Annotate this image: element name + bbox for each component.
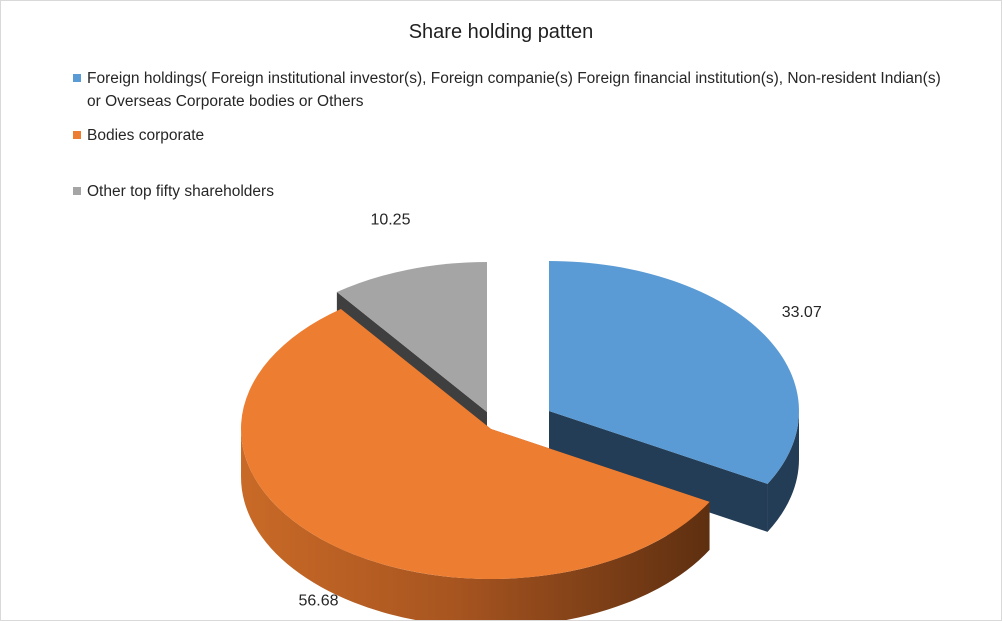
legend-item-other-top-fifty: Other top fifty shareholders	[73, 180, 947, 203]
pie-slice-foreign-holdings-side	[767, 411, 799, 532]
pie-slice-foreign-holdings-top	[549, 261, 799, 484]
pie-slice-foreign-holdings	[549, 261, 799, 532]
legend-swatch-bodies-corporate	[73, 131, 81, 139]
pie-slice-foreign-holdings-wall-end	[549, 411, 768, 532]
chart-title: Share holding patten	[408, 21, 594, 43]
pie-slice-bodies-corporate	[240, 309, 710, 620]
data-label-foreign-holdings: 33.07	[782, 304, 822, 321]
legend-label-foreign-holdings: Foreign holdings( Foreign institutional …	[87, 70, 941, 110]
legend-label-bodies-corporate: Bodies corporate	[87, 127, 205, 144]
legend-swatch-other-top-fifty	[73, 187, 81, 195]
legend-item-bodies-corporate: Bodies corporate	[73, 124, 947, 147]
legend-swatch-foreign-holdings	[73, 74, 81, 82]
pie-slice-other-top-fifty-top	[336, 262, 487, 412]
pie-slice-bodies-corporate-top	[240, 309, 710, 580]
pie-data-labels: 33.07 56.68 10.25	[298, 211, 821, 609]
legend-item-foreign-holdings: Foreign holdings( Foreign institutional …	[73, 67, 947, 113]
data-label-bodies-corporate: 56.68	[298, 593, 338, 610]
pie-slices	[240, 261, 799, 620]
pie-slice-bodies-corporate-side	[241, 429, 710, 620]
legend-label-other-top-fifty: Other top fifty shareholders	[87, 183, 274, 200]
data-label-other-top-fifty: 10.25	[370, 211, 410, 228]
